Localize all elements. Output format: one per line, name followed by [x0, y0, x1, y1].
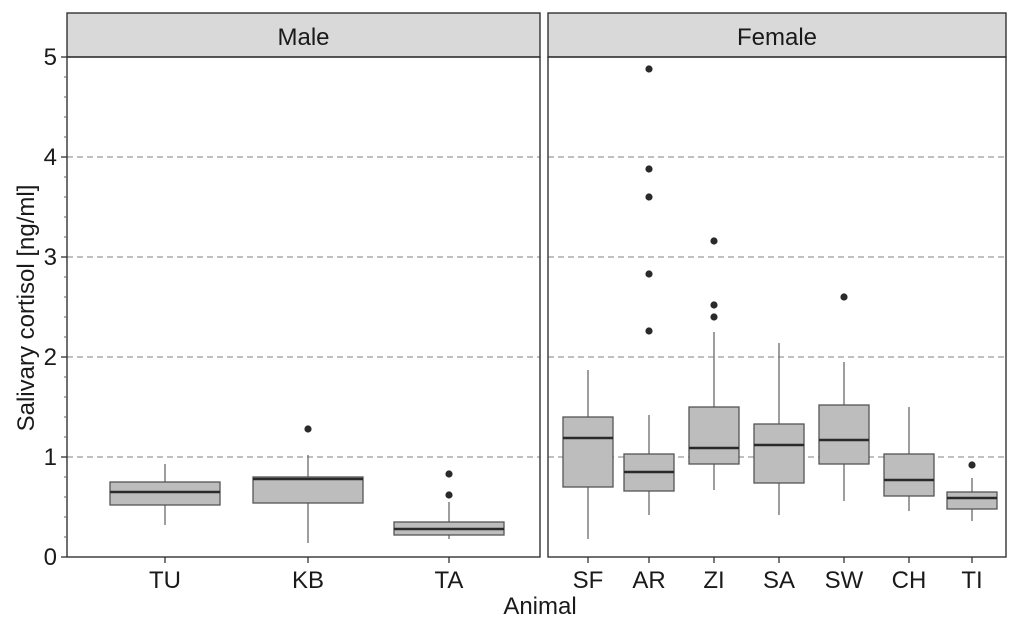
box-iqr [753, 423, 805, 484]
panel-female: Female SF AR ZI SA SW CH TI [547, 12, 1007, 594]
y-tick-label: 2 [44, 344, 57, 371]
x-tick-label: TI [961, 567, 982, 594]
outlier-point [304, 425, 312, 433]
x-tick-label: SW [825, 567, 864, 594]
outlier-point [840, 293, 848, 301]
box-tu: TU [109, 464, 221, 594]
box-iqr [252, 476, 364, 504]
x-tick-label: AR [632, 567, 665, 594]
box-iqr [562, 416, 614, 488]
outlier-point [645, 193, 653, 201]
outlier-point [445, 491, 453, 499]
y-axis: 0 1 2 3 4 5 [44, 44, 67, 571]
outlier-point [445, 470, 453, 478]
x-tick-label: SA [763, 567, 795, 594]
box-sf: SF [562, 370, 614, 594]
box-kb: KB [252, 425, 364, 594]
box-iqr [883, 453, 935, 497]
outlier-point [645, 327, 653, 335]
y-tick-label: 4 [44, 144, 57, 171]
outlier-point [968, 461, 976, 469]
facet-strip-label: Male [277, 24, 329, 51]
y-tick-label: 5 [44, 44, 57, 71]
panels-layer: Male TU KB TA Female SF AR ZI SA SW CH TI [66, 12, 1007, 594]
x-tick-label: TA [435, 567, 464, 594]
box-iqr [688, 406, 740, 465]
x-tick-label: SF [573, 567, 604, 594]
box-sw: SW [818, 293, 870, 594]
x-tick-label: ZI [703, 567, 724, 594]
facet-strip-label: Female [737, 24, 817, 51]
outlier-point [710, 237, 718, 245]
box-iqr [818, 404, 870, 465]
box-ar: AR [623, 65, 675, 594]
panel-border [66, 56, 541, 558]
outlier-point [645, 165, 653, 173]
box-iqr [946, 491, 998, 510]
y-tick-label: 0 [44, 544, 57, 571]
box-zi: ZI [688, 237, 740, 594]
y-axis-title: Salivary cortisol [ng/ml] [13, 185, 40, 432]
panel-border [547, 56, 1007, 558]
box-ti: TI [946, 461, 998, 594]
box-sa: SA [753, 343, 805, 594]
outlier-point [710, 313, 718, 321]
x-axis-title: Animal [503, 593, 576, 620]
outlier-point [710, 301, 718, 309]
x-tick-label: CH [892, 567, 927, 594]
x-tick-label: TU [149, 567, 181, 594]
y-tick-label: 3 [44, 244, 57, 271]
panel-male: Male TU KB TA [66, 12, 541, 594]
outlier-point [645, 65, 653, 73]
box-iqr [109, 481, 221, 506]
facet-strip [66, 12, 541, 58]
box-ch: CH [883, 407, 935, 594]
y-tick-label: 1 [44, 444, 57, 471]
x-tick-label: KB [292, 567, 324, 594]
outlier-point [645, 270, 653, 278]
box-ta: TA [393, 470, 505, 594]
